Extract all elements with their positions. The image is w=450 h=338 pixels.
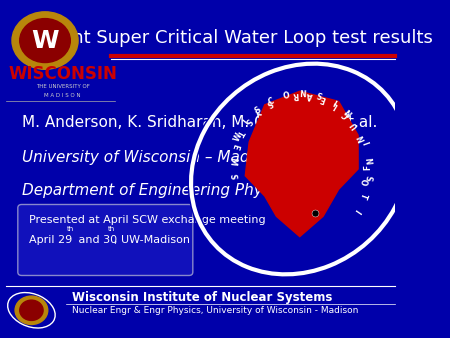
- Text: O: O: [362, 178, 372, 186]
- Text: W: W: [232, 132, 244, 143]
- Text: M: M: [227, 157, 237, 166]
- Text: S: S: [227, 173, 237, 179]
- Text: THE UNIVERSITY OF: THE UNIVERSITY OF: [36, 84, 90, 89]
- Text: th: th: [67, 226, 74, 232]
- Text: S: S: [363, 175, 372, 181]
- Circle shape: [12, 12, 78, 69]
- Text: WISCONSIN: WISCONSIN: [8, 65, 117, 83]
- Text: and 30: and 30: [75, 235, 117, 245]
- Text: , UW-Madison: , UW-Madison: [114, 235, 190, 245]
- Text: Y: Y: [253, 105, 263, 116]
- Text: S: S: [243, 116, 253, 126]
- Text: S: S: [253, 105, 263, 116]
- Text: Presented at April SCW exchange meeting: Presented at April SCW exchange meeting: [30, 215, 266, 225]
- Text: F: F: [363, 164, 372, 170]
- Text: N: N: [363, 157, 372, 164]
- Circle shape: [20, 300, 43, 320]
- Text: T: T: [358, 191, 369, 199]
- Text: N: N: [299, 90, 306, 99]
- Text: M. Anderson, K. Sridharan, M. Corradini,  et.al.: M. Anderson, K. Sridharan, M. Corradini,…: [22, 115, 377, 130]
- Text: University of Wisconsin – Madison: University of Wisconsin – Madison: [22, 150, 280, 165]
- Text: Nuclear Engr & Engr Physics, University of Wisconsin - Madison: Nuclear Engr & Engr Physics, University …: [72, 306, 359, 315]
- Text: I: I: [330, 100, 337, 109]
- Text: W: W: [31, 28, 59, 53]
- FancyBboxPatch shape: [18, 204, 193, 275]
- Text: Wisconsin Institute of Nuclear Systems: Wisconsin Institute of Nuclear Systems: [72, 291, 333, 304]
- Text: I: I: [351, 207, 361, 214]
- Circle shape: [20, 19, 70, 63]
- Text: S: S: [315, 93, 322, 103]
- Text: N: N: [341, 109, 351, 120]
- Text: E: E: [230, 143, 240, 150]
- Text: L: L: [330, 100, 339, 111]
- Text: S: S: [265, 97, 274, 108]
- Text: Current Super Critical Water Loop test results: Current Super Critical Water Loop test r…: [23, 29, 433, 47]
- Text: C: C: [341, 109, 351, 119]
- Text: U: U: [349, 120, 360, 130]
- Text: C: C: [267, 96, 276, 106]
- Circle shape: [15, 296, 48, 324]
- Text: I: I: [359, 141, 369, 146]
- Text: T: T: [235, 128, 245, 138]
- Polygon shape: [245, 91, 358, 237]
- Text: th: th: [108, 226, 115, 232]
- Text: O: O: [283, 91, 291, 101]
- Text: Department of Engineering Physics: Department of Engineering Physics: [22, 183, 291, 197]
- Text: April 29: April 29: [30, 235, 73, 245]
- Text: M A D I S O N: M A D I S O N: [44, 93, 81, 98]
- Text: R: R: [292, 90, 299, 99]
- Text: N: N: [356, 133, 367, 143]
- Text: E: E: [319, 94, 326, 104]
- Text: A: A: [306, 91, 313, 100]
- Text: I: I: [242, 119, 251, 127]
